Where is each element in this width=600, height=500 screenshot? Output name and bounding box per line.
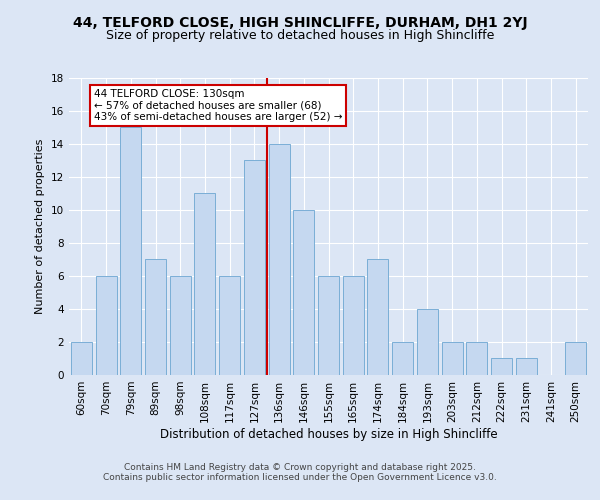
Bar — [269, 144, 290, 375]
Bar — [516, 358, 537, 375]
Y-axis label: Number of detached properties: Number of detached properties — [35, 138, 46, 314]
X-axis label: Distribution of detached houses by size in High Shincliffe: Distribution of detached houses by size … — [160, 428, 497, 440]
Bar — [491, 358, 512, 375]
Bar — [318, 276, 339, 375]
Bar — [417, 309, 438, 375]
Bar — [565, 342, 586, 375]
Bar — [367, 260, 388, 375]
Bar — [194, 193, 215, 375]
Bar — [71, 342, 92, 375]
Bar — [120, 127, 141, 375]
Bar — [392, 342, 413, 375]
Bar — [244, 160, 265, 375]
Bar — [219, 276, 240, 375]
Bar — [95, 276, 116, 375]
Text: 44 TELFORD CLOSE: 130sqm
← 57% of detached houses are smaller (68)
43% of semi-d: 44 TELFORD CLOSE: 130sqm ← 57% of detach… — [94, 89, 342, 122]
Bar — [170, 276, 191, 375]
Bar — [442, 342, 463, 375]
Text: 44, TELFORD CLOSE, HIGH SHINCLIFFE, DURHAM, DH1 2YJ: 44, TELFORD CLOSE, HIGH SHINCLIFFE, DURH… — [73, 16, 527, 30]
Text: Contains HM Land Registry data © Crown copyright and database right 2025.
Contai: Contains HM Land Registry data © Crown c… — [103, 463, 497, 482]
Bar — [293, 210, 314, 375]
Text: Size of property relative to detached houses in High Shincliffe: Size of property relative to detached ho… — [106, 28, 494, 42]
Bar — [145, 260, 166, 375]
Bar — [343, 276, 364, 375]
Bar — [466, 342, 487, 375]
